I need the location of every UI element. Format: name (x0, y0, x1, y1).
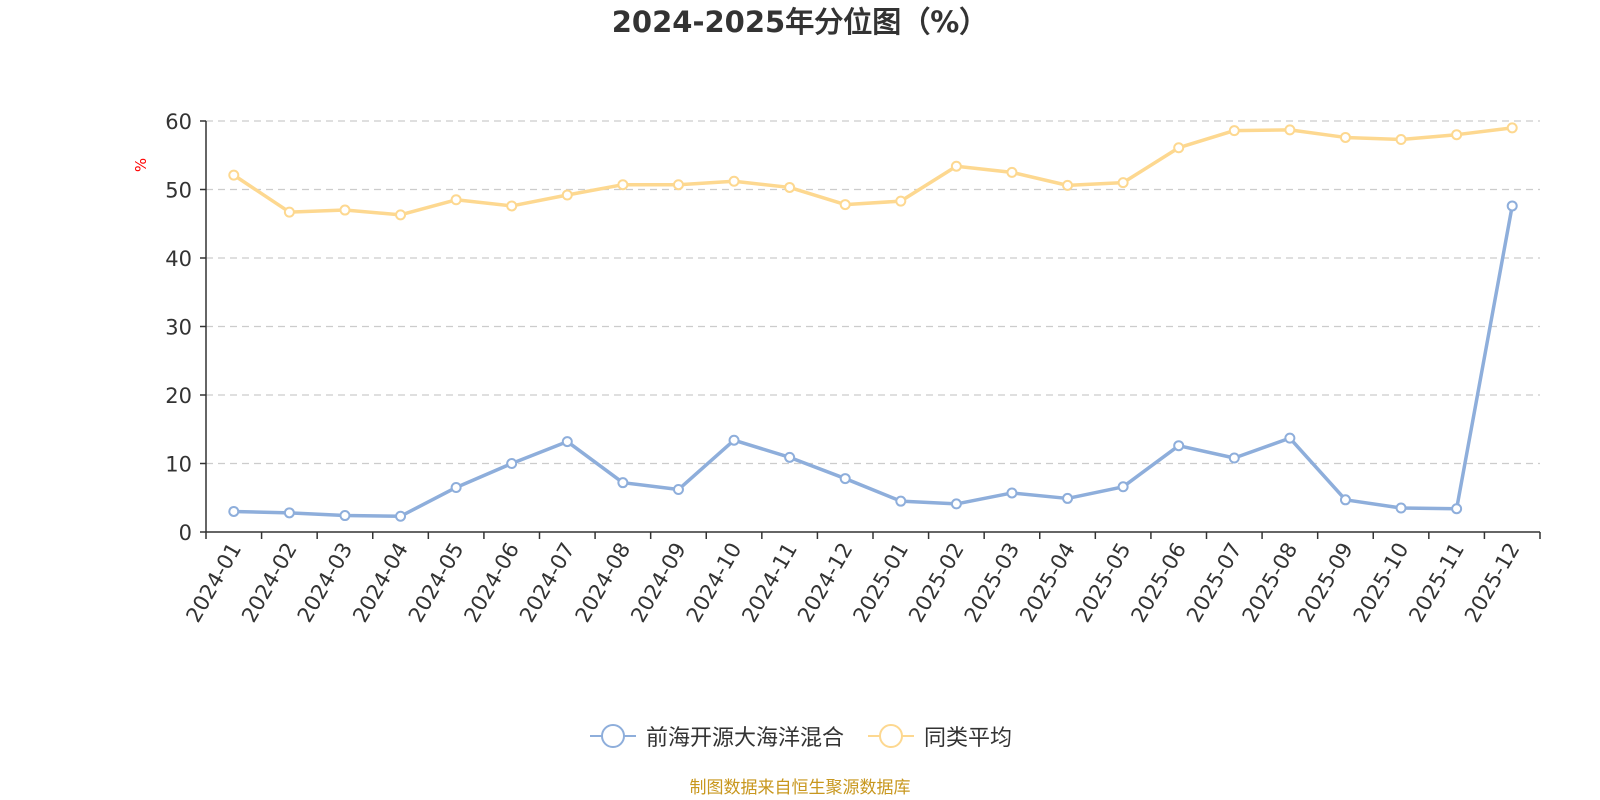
data-point[interactable] (1228, 452, 1240, 464)
data-point[interactable] (1062, 492, 1074, 504)
legend-swatch-icon (868, 724, 914, 748)
y-tick-label: 50 (165, 179, 192, 203)
x-tick-label: 2024-03 (293, 539, 358, 627)
data-point[interactable] (283, 507, 295, 519)
data-point[interactable] (450, 194, 462, 206)
data-point[interactable] (784, 181, 796, 193)
y-tick-label: 10 (165, 453, 192, 477)
x-tick-label: 2024-05 (404, 539, 469, 627)
data-point[interactable] (839, 199, 851, 211)
data-point[interactable] (561, 189, 573, 201)
y-tick-label: 40 (165, 247, 192, 271)
data-point[interactable] (339, 204, 351, 216)
legend-label: 同类平均 (924, 726, 1013, 751)
data-point[interactable] (506, 200, 518, 212)
data-point[interactable] (1284, 432, 1296, 444)
data-point[interactable] (617, 179, 629, 191)
legend-swatch-icon (589, 724, 636, 748)
x-tick-labels: 2024-012024-022024-032024-042024-052024-… (181, 538, 1524, 626)
data-point[interactable] (506, 458, 518, 469)
x-tick-label: 2024-12 (793, 539, 858, 627)
data-point[interactable] (617, 477, 629, 489)
series-line-1 (233, 205, 1514, 518)
data-point[interactable] (1339, 494, 1351, 506)
x-tick-label: 2025-04 (1015, 539, 1080, 627)
data-point[interactable] (1506, 122, 1518, 134)
data-point[interactable] (1451, 129, 1463, 141)
x-tick-label: 2024-06 (459, 539, 524, 627)
data-point[interactable] (895, 495, 907, 507)
y-tick-label: 0 (179, 521, 192, 545)
data-point[interactable] (950, 498, 962, 510)
x-tick-label: 2025-10 (1349, 539, 1414, 627)
legend-item-2[interactable]: 同类平均 (866, 720, 1012, 752)
y-tick-label: 30 (165, 316, 192, 340)
data-point[interactable] (1339, 131, 1351, 143)
x-tick-label: 2024-01 (181, 539, 246, 627)
x-tick-label: 2025-09 (1293, 539, 1358, 627)
data-point[interactable] (1006, 166, 1018, 178)
y-tick-label: 60 (165, 110, 192, 134)
x-tick-label: 2025-01 (848, 539, 913, 627)
x-tick-label: 2025-11 (1404, 539, 1469, 627)
x-tick-label: 2024-07 (515, 539, 580, 627)
x-tick-label: 2024-04 (348, 539, 413, 627)
data-point[interactable] (228, 505, 240, 517)
data-point[interactable] (339, 510, 351, 522)
data-point[interactable] (728, 175, 740, 187)
x-tick-label: 2024-10 (682, 539, 747, 627)
axes (200, 120, 1541, 539)
x-tick-label: 2024-11 (737, 539, 802, 627)
data-point[interactable] (1284, 124, 1296, 136)
x-tick-label: 2024-02 (237, 539, 302, 627)
data-point[interactable] (1117, 481, 1129, 493)
data-point[interactable] (395, 510, 407, 522)
data-point[interactable] (1173, 440, 1185, 452)
data-point[interactable] (395, 209, 407, 221)
x-tick-label: 2025-02 (904, 539, 969, 627)
data-point[interactable] (672, 484, 684, 496)
x-tick-label: 2025-03 (960, 538, 1025, 626)
series-lines (228, 122, 1518, 522)
data-point[interactable] (839, 473, 851, 485)
legend: 前海开源大海洋混合 同类平均 (0, 720, 1600, 752)
x-tick-label: 2025-06 (1126, 539, 1191, 627)
x-tick-label: 2024-09 (626, 539, 691, 627)
x-tick-label: 2025-07 (1182, 539, 1247, 627)
data-point[interactable] (450, 481, 462, 493)
data-point[interactable] (1451, 503, 1463, 515)
data-point[interactable] (1395, 502, 1407, 514)
y-axis-unit-label: % (132, 158, 150, 172)
y-tick-label: 20 (165, 384, 192, 408)
chart-title: 2024-2025年分位图（%） (611, 5, 989, 39)
series-line-2 (232, 126, 1513, 217)
data-point[interactable] (1506, 200, 1518, 212)
data-point[interactable] (1395, 133, 1407, 145)
y-tick-labels: 0 10 20 30 40 50 60 (165, 110, 192, 545)
data-point[interactable] (1062, 179, 1074, 191)
data-point[interactable] (1006, 487, 1018, 499)
data-point[interactable] (950, 160, 962, 172)
data-point[interactable] (1228, 125, 1240, 137)
data-point[interactable] (228, 169, 240, 181)
source-note: 制图数据来自恒生聚源数据库 (689, 778, 911, 798)
data-point[interactable] (672, 179, 684, 191)
data-point[interactable] (1117, 177, 1129, 189)
data-point[interactable] (784, 451, 796, 463)
data-point[interactable] (283, 206, 295, 218)
x-tick-label: 2025-08 (1238, 539, 1303, 627)
data-point[interactable] (561, 436, 573, 448)
data-point[interactable] (895, 195, 907, 207)
x-tick-label: 2025-05 (1071, 539, 1136, 627)
data-point[interactable] (1173, 142, 1185, 154)
legend-item-1[interactable]: 前海开源大海洋混合 (588, 720, 844, 752)
legend-label: 前海开源大海洋混合 (645, 726, 844, 751)
x-tick-label: 2024-08 (571, 539, 636, 627)
gridlines (206, 120, 1540, 465)
x-tick-label: 2025-12 (1460, 539, 1525, 627)
data-point[interactable] (728, 434, 740, 446)
